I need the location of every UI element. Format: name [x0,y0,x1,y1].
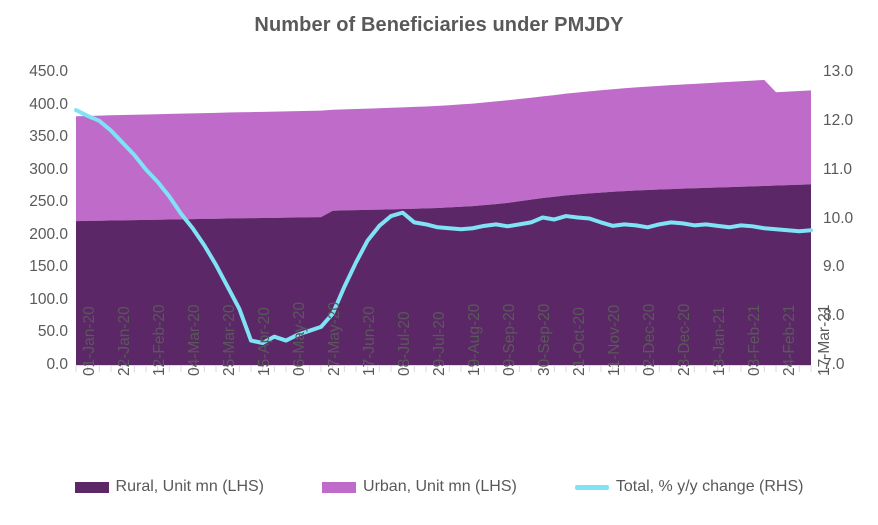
x-axis-tick-label: 19-Aug-20 [466,303,483,376]
x-axis-tick-label: 11-Nov-20 [606,304,623,376]
y-axis-right-tick-label: 12.0 [823,111,854,129]
page-title: Number of Beneficiaries under PMJDY [254,14,624,36]
y-axis-left-tick-label: 0.0 [46,356,68,373]
x-axis-tick-label: 29-Jul-20 [431,311,448,376]
legend-label: Rural, Unit mn (LHS) [115,478,265,495]
x-axis-tick-label: 15-Apr-20 [256,307,273,376]
legend-item[interactable]: Urban, Unit mn (LHS) [322,478,517,496]
y-axis-right-tick-label: 8.0 [823,307,845,325]
legend-swatch-urban [322,481,357,493]
y-axis-right-tick-label: 9.0 [823,258,845,276]
x-axis-tick-label: 01-Jan-20 [81,306,98,376]
y-axis-right-tick-label: 7.0 [823,356,845,373]
y-axis-left-tick-label: 150.0 [29,258,68,276]
x-axis-tick-label: 24-Feb-21 [781,304,798,376]
y-axis-left-tick-label: 300.0 [29,160,68,178]
legend-label: Urban, Unit mn (LHS) [363,478,517,495]
y-axis-left-tick-label: 400.0 [29,95,68,113]
legend-swatch-total [574,484,609,490]
x-axis-tick-label: 23-Dec-20 [676,303,693,376]
x-axis-tick-label: 06-May-20 [291,301,308,376]
chart-legend: Rural, Unit mn (LHS) Urban, Unit mn (LHS)… [0,478,878,496]
x-axis-tick-label: 22-Jan-20 [116,306,133,376]
x-axis-tick-label: 02-Dec-20 [641,303,658,376]
x-axis-tick-label: 30-Sep-20 [536,303,553,376]
x-axis-tick-label: 17-Jun-20 [361,306,378,376]
x-axis-tick-label: 21-Oct-20 [571,307,588,376]
y-axis-left-tick-label: 250.0 [29,193,68,211]
x-axis-tick-label: 08-Jul-20 [396,311,413,376]
y-axis-left-tick-label: 350.0 [29,128,68,146]
y-axis-right-tick-label: 13.0 [823,63,854,80]
x-axis-tick-label: 13-Jan-21 [711,306,728,376]
y-axis-left-tick-label: 450.0 [29,63,68,80]
x-axis-tick-label: 04-Mar-20 [186,304,203,377]
x-axis-tick-label: 09-Sep-20 [501,303,518,376]
y-axis-left-tick-label: 200.0 [29,225,68,243]
x-axis-tick-label: 12-Feb-20 [151,304,168,376]
legend-label: Total, % y/y change (RHS) [615,478,804,495]
x-axis-tick-label: 27-May-20 [326,301,343,376]
line-series-total-yoy [74,108,813,346]
x-axis-tick-label: 17-Mar-21 [816,304,833,377]
y-axis-right-tick-label: 10.0 [823,209,854,227]
area-series-rural [76,184,811,365]
legend-item[interactable]: Rural, Unit mn (LHS) [74,478,265,496]
y-axis-left-tick-label: 50.0 [37,323,68,341]
y-axis-right-tick-label: 11.0 [823,160,853,178]
y-axis-left-tick-label: 100.0 [29,290,68,308]
x-axis-tick-label: 03-Feb-21 [746,304,763,376]
legend-item[interactable]: Total, % y/y change (RHS) [574,478,804,496]
area-series-urban [76,79,811,222]
legend-swatch-rural [74,481,109,493]
x-axis-tick-label: 25-Mar-20 [221,304,238,377]
